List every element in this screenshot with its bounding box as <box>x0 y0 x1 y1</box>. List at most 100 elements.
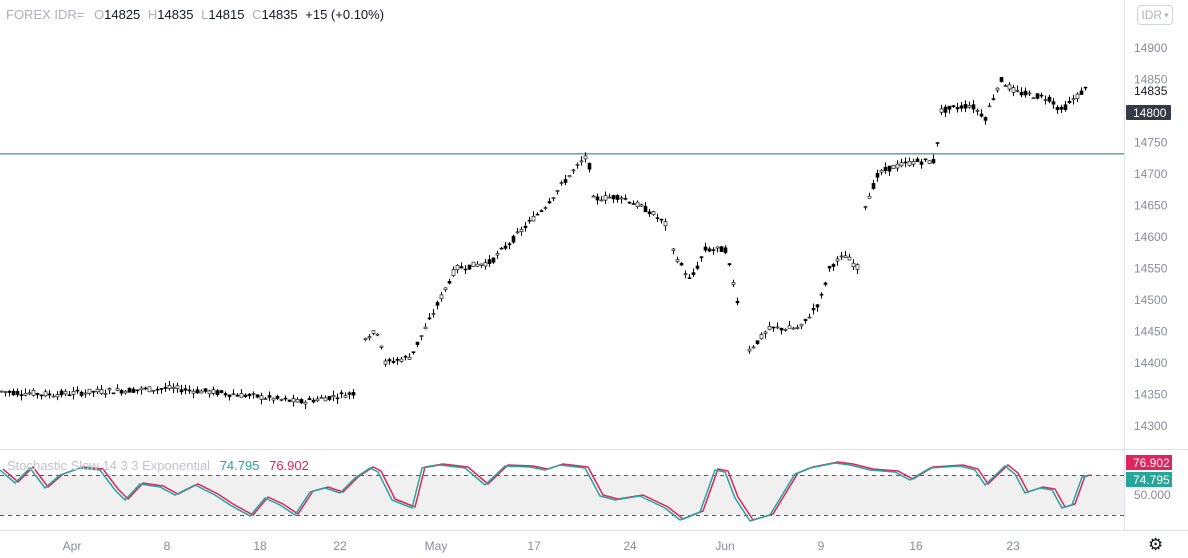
candle-body <box>299 399 304 404</box>
time-tick-label: 9 <box>818 539 825 553</box>
candle-body <box>475 263 480 267</box>
candle-body <box>427 317 432 320</box>
price-marker-label: 14800 <box>1133 106 1167 120</box>
candle-body <box>167 385 172 389</box>
price-tick-label: 14650 <box>1134 199 1168 213</box>
candle-body <box>1047 96 1052 102</box>
stoch-d-badge-label: 76.902 <box>1133 456 1170 470</box>
candle-body <box>611 195 616 200</box>
candle-body <box>83 392 88 395</box>
candle-body <box>19 394 24 397</box>
candle-body <box>311 399 316 403</box>
candle-body <box>459 266 464 269</box>
candle-body <box>647 211 652 215</box>
time-tick-label: 24 <box>623 539 637 553</box>
price-tick-label: 14300 <box>1134 419 1168 433</box>
candle-body <box>363 337 368 340</box>
candle-body <box>723 247 728 253</box>
candle-body <box>27 392 32 395</box>
candle-body <box>923 158 928 161</box>
candle-body <box>163 387 168 389</box>
candle-body <box>531 215 536 222</box>
candle-body <box>551 197 556 199</box>
candle-body <box>1031 97 1036 100</box>
candle-body <box>0 390 4 393</box>
candle-body <box>491 257 496 263</box>
candle-body <box>439 294 444 300</box>
candle-body <box>1071 98 1076 101</box>
candle-body <box>383 360 388 365</box>
candle-body <box>499 247 504 250</box>
candle-body <box>455 265 460 271</box>
candle-body <box>595 196 600 201</box>
candle-body <box>671 248 676 251</box>
candle-body <box>815 304 820 308</box>
candle-body <box>979 113 984 117</box>
candle-body <box>483 262 488 267</box>
candle-body <box>1043 99 1048 101</box>
candle-body <box>651 211 656 216</box>
candle-body <box>159 388 164 390</box>
symbol-name[interactable]: FOREX IDR= <box>6 7 85 22</box>
candle-body <box>307 398 312 401</box>
candle-body <box>399 358 404 362</box>
candle-body <box>895 163 900 169</box>
price-tick-label: 14600 <box>1134 230 1168 244</box>
candle-body <box>103 393 108 395</box>
candle-body <box>775 326 780 329</box>
stochastic-header[interactable]: Stochastic Slow 14 3 3 Exponential 74.79… <box>7 458 309 473</box>
time-tick-label: Apr <box>63 539 82 553</box>
stoch-mid-label: 50.000 <box>1134 488 1171 502</box>
candle-body <box>839 255 844 258</box>
close-key: C <box>252 7 262 22</box>
candle-body <box>999 77 1004 82</box>
candle-body <box>243 394 248 397</box>
candle-body <box>955 107 960 110</box>
candle-body <box>75 389 80 392</box>
candle-body <box>831 264 836 267</box>
candle-body <box>43 391 48 397</box>
candle-body <box>1003 85 1008 87</box>
candle-body <box>547 201 552 204</box>
candle-body <box>1015 90 1020 92</box>
candle-body <box>235 394 240 397</box>
stochastic-k-value: 74.795 <box>219 458 260 473</box>
candle-body <box>639 204 644 207</box>
candle-body <box>791 327 796 330</box>
candle-body <box>727 263 732 266</box>
candle-body <box>203 388 208 392</box>
candle-body <box>983 117 988 121</box>
open-key: O <box>94 7 105 22</box>
candle-body <box>987 105 992 108</box>
candle-body <box>627 201 632 204</box>
candle-body <box>759 334 764 340</box>
candle-body <box>779 327 784 331</box>
candle-body <box>763 331 768 334</box>
candle-body <box>495 253 500 256</box>
candle-body <box>259 395 264 400</box>
candle-body <box>707 248 712 252</box>
candle-body <box>371 330 376 334</box>
candle-body <box>843 255 848 258</box>
candle-body <box>1051 101 1056 105</box>
candle-body <box>207 390 212 395</box>
low-value: 14815 <box>208 7 245 22</box>
candle-body <box>599 199 604 202</box>
last-price-label: 14835 <box>1134 84 1168 98</box>
currency-button[interactable]: IDR ▾ <box>1137 5 1173 25</box>
gear-icon[interactable]: ⚙ <box>1148 535 1164 554</box>
candle-body <box>943 106 948 113</box>
candle-body <box>347 392 352 395</box>
stoch-band <box>0 475 1124 515</box>
candle-body <box>1023 90 1028 96</box>
candle-body <box>11 390 16 396</box>
candle-body <box>23 392 28 396</box>
candle-body <box>59 390 64 396</box>
candle-body <box>99 389 104 394</box>
candle-body <box>195 389 200 394</box>
stoch-d-badge <box>1126 455 1172 470</box>
candle-body <box>155 388 160 391</box>
candle-body <box>643 205 648 213</box>
